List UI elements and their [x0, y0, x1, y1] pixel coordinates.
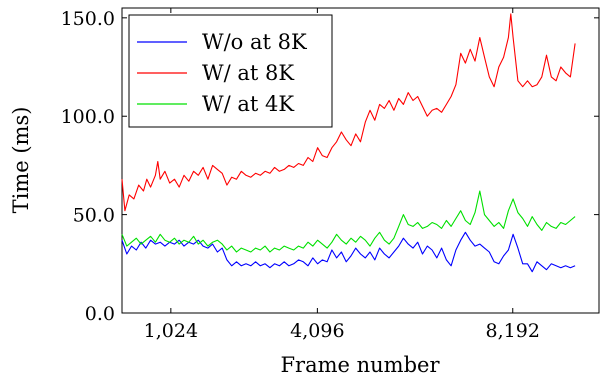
legend-label-w-8k: W/ at 8K [202, 61, 294, 85]
tick-layer: 1,024 4,096 8,192 0.0 50.0 100.0 150.0 [61, 8, 599, 342]
x-tick-label-1: 4,096 [290, 320, 344, 342]
plot-frame [121, 7, 600, 314]
series-line-2 [121, 190, 576, 253]
y-tick-label-2: 100.0 [61, 106, 115, 128]
plot-area: 1,024 4,096 8,192 0.0 50.0 100.0 150.0 [61, 7, 600, 342]
legend-label-w-o-8k: W/o at 8K [202, 30, 307, 54]
x-tick-label-2: 8,192 [486, 320, 540, 342]
legend-label-w-4k: W/ at 4K [202, 92, 294, 116]
legend: W/o at 8K W/ at 8K W/ at 4K [128, 14, 333, 128]
series-line-0 [121, 231, 576, 273]
y-tick-label-0: 0.0 [85, 303, 115, 325]
y-tick-label-1: 50.0 [73, 205, 115, 227]
y-tick-label-3: 150.0 [61, 8, 115, 30]
series-line-1 [121, 13, 576, 212]
y-axis-title: Time (ms) [9, 107, 33, 214]
legend-box [128, 14, 333, 128]
x-axis-title: Frame number [280, 353, 440, 377]
x-tick-label-0: 1,024 [144, 320, 198, 342]
series-layer [121, 13, 576, 273]
